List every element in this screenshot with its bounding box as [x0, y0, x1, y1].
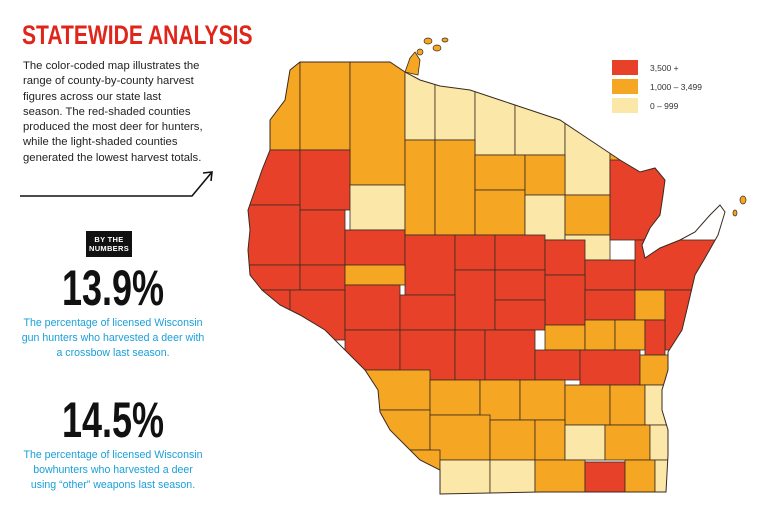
stat-caption: The percentage of licensed Wisconsin gun…: [21, 317, 205, 359]
stat-caption: The percentage of licensed Wisconsin bow…: [23, 449, 203, 491]
legend-swatch: [612, 60, 638, 75]
legend-label: 1,000 – 3,499: [650, 82, 702, 92]
legend-swatch: [612, 98, 638, 113]
stat-value: 14.5%: [61, 392, 165, 448]
legend-label: 3,500 +: [650, 63, 679, 73]
page-title: STATEWIDE ANALYSIS: [22, 20, 253, 50]
stat-other-weapons: 14.5% The percentage of licensed Wiscons…: [20, 394, 206, 492]
legend-swatch: [612, 79, 638, 94]
stat-crossbow: 13.9% The percentage of licensed Wiscons…: [20, 262, 206, 360]
by-the-numbers-badge: BY THE NUMBERS: [86, 231, 132, 257]
legend-label: 0 – 999: [650, 101, 679, 111]
intro-text: The color-coded map illustrates the rang…: [23, 60, 203, 164]
arrow-icon: [20, 171, 213, 197]
island-shapes: [416, 37, 747, 217]
stat-value: 13.9%: [61, 260, 165, 316]
